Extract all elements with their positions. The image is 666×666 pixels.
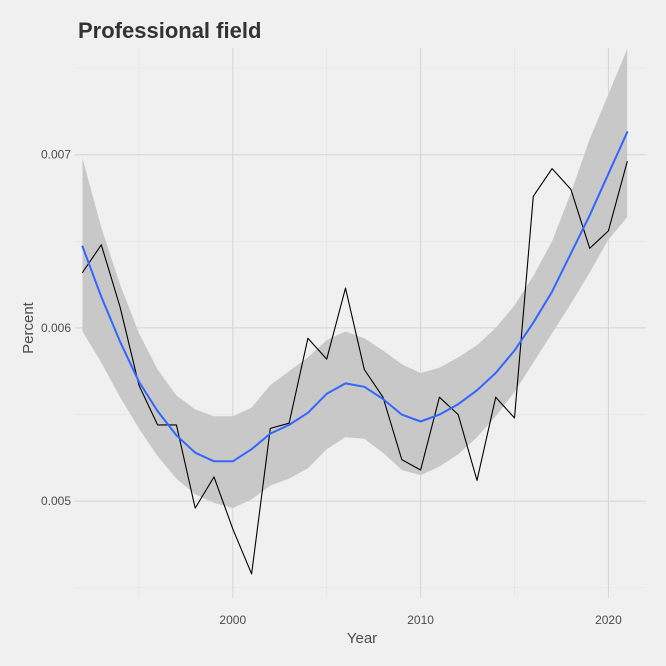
chart-title: Professional field xyxy=(78,18,261,43)
x-tick-label: 2010 xyxy=(407,613,434,627)
grid xyxy=(75,48,646,598)
x-axis-title: Year xyxy=(347,630,377,647)
x-tick-label: 2020 xyxy=(595,613,622,627)
confidence-band-layer xyxy=(82,49,628,509)
series-layer xyxy=(81,131,629,575)
y-tick-label: 0.007 xyxy=(41,148,71,162)
tick-labels: 2000 2010 2020 0.005 0.006 0.007 xyxy=(41,148,622,627)
confidence-band xyxy=(82,49,628,509)
y-axis-title: Percent xyxy=(20,301,37,354)
y-tick-label: 0.006 xyxy=(41,321,71,335)
y-tick-label: 0.005 xyxy=(41,494,71,508)
x-tick-label: 2000 xyxy=(219,613,246,627)
observed-series-line xyxy=(81,161,628,575)
smooth-trend-line xyxy=(81,131,629,463)
